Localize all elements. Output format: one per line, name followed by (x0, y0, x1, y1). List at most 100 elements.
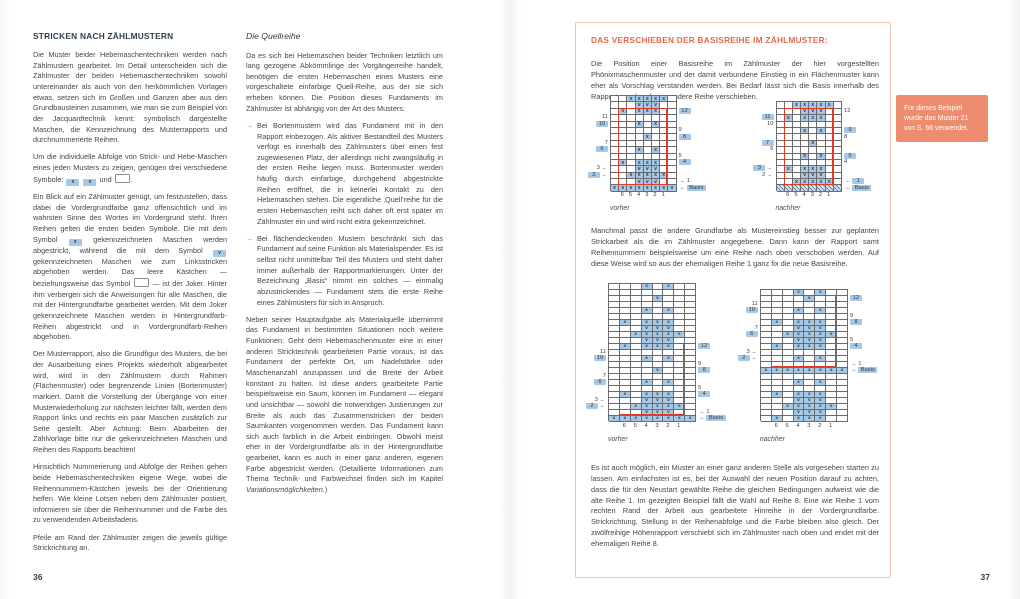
row-label-right: ← Basis (848, 367, 882, 373)
row-label-left: 10 (740, 307, 760, 313)
knit-direction-arrow-icon: → (601, 171, 607, 178)
body-paragraph: Um die individuelle Abfolge von Strick- … (33, 152, 227, 186)
row-label-left: 2 → (585, 403, 608, 409)
chart-caption: nachher (775, 205, 801, 213)
chart-cell: x (685, 416, 697, 422)
chart-cell: x (668, 185, 677, 192)
basisreihe-info-box: DAS VERSCHIEBEN DER BASISREIHE IM ZÄHLMU… (575, 22, 891, 578)
row-label-right: 4 (842, 159, 882, 165)
knitting-chart-vorher: x x x x x x x x x v v v x x x x x v v v x x x x 12 11 10 x x 9 x 8 7 6 x x 5… (585, 283, 730, 443)
chart-cell: x (619, 185, 628, 192)
row-number-badge: 5 (698, 385, 702, 391)
row-label-right: 9 (677, 127, 717, 133)
row-label-left: 10 (588, 120, 610, 127)
row-number-badge: 9 (678, 127, 682, 134)
body-paragraph: Der Musterrapport, also die Grundfigur d… (33, 349, 227, 455)
box-paragraph-3: Es ist auch möglich, ein Muster an einer… (591, 463, 879, 548)
row-label-left: 6 (588, 146, 610, 153)
row-number-badge: 12 (850, 295, 862, 301)
chart-cell (826, 416, 838, 422)
chart-cell: x (651, 185, 661, 192)
row-number-badge: 1 (686, 178, 690, 185)
knit-direction-arrow-icon: ← (680, 184, 686, 191)
row-label-left: 3 → (588, 165, 610, 171)
row-label-right (848, 415, 882, 421)
row-number-badge: 2 (762, 171, 766, 178)
chart-row: ← Basis (754, 184, 883, 192)
row-label-left: 6 (588, 379, 608, 385)
row-label-right: ← Basis (677, 184, 717, 191)
row-number-badge: 12 (844, 107, 851, 114)
row-number-badge: Basis (706, 415, 726, 421)
row-label-right: 9 (848, 313, 882, 319)
page-number-left: 36 (33, 572, 43, 582)
chart-cell (760, 416, 772, 422)
chart-cell: x (663, 416, 675, 422)
row-number-badge: 1 (706, 409, 710, 415)
row-label-right: 4 (677, 159, 717, 166)
row-number-badge: 11 (751, 301, 758, 307)
row-number-badge: 5 (678, 152, 682, 159)
row-label-left: 2 → (754, 172, 776, 178)
row-label-right: 12 (677, 107, 717, 114)
body-paragraph: Die Muster beider Hebemaschentechniken w… (33, 50, 227, 145)
chart-cell (833, 185, 842, 192)
row-number-badge: 6 (770, 146, 774, 153)
row-label-left: 7 (740, 325, 760, 331)
chart-cell (801, 185, 810, 192)
chart-cell (817, 185, 826, 192)
knitting-chart-nachher: x x x 12 11 10 x x 9 x x x x 8 7 v v v 6 x x x x x v v v 5 x x x x 4 3 → 2 →… (737, 289, 882, 443)
row-label-left: 6 (740, 331, 760, 337)
row-label-right: 12 (842, 108, 882, 114)
chart-cell (809, 185, 818, 192)
row-number-badge: 8 (698, 367, 711, 373)
chart-cell: x (643, 185, 652, 192)
row-label-left: 10 (588, 355, 608, 361)
row-label-right: 5 (848, 337, 882, 343)
row-label-left: 7 (588, 373, 608, 379)
chart-caption: nachher (759, 435, 785, 443)
row-number-badge: 10 (594, 355, 606, 361)
row-label-right: 8 (677, 133, 717, 140)
row-number-badge: 8 (850, 319, 862, 325)
chart-cell: x (609, 416, 620, 422)
row-label-right: 9 (696, 361, 730, 367)
row-number-badge: 3 (594, 397, 598, 403)
chart-cell: x (630, 416, 642, 422)
body-paragraph: Da es sich bei Hebemaschen beider Techni… (246, 50, 443, 113)
body-paragraph: Pfeile am Rand der Zählmuster zeigen die… (33, 532, 227, 553)
knit-direction-arrow-icon: ← (851, 361, 857, 367)
row-label-right: 8 (848, 319, 882, 325)
row-number-badge: 9 (844, 127, 856, 134)
row-number-badge: 10 (745, 307, 758, 313)
page-edge-left (0, 0, 10, 599)
bullet-arrow-icon: → (246, 120, 254, 130)
row-number-badge: Basis (852, 184, 872, 191)
row-number-badge: 6 (596, 146, 608, 153)
chart-cell (776, 185, 785, 192)
row-number-badge: 3 (753, 165, 766, 172)
row-label-right: 5 (677, 153, 717, 159)
row-number-badge: 11 (599, 349, 606, 355)
row-number-badge: 2 (737, 355, 750, 361)
stitch-symbol-chip-v: v (213, 249, 226, 257)
row-label-right: 8 (696, 367, 730, 373)
chart-caption: vorher (608, 435, 628, 443)
row-number-badge: 8 (844, 133, 848, 140)
row-number-badge: 7 (754, 325, 758, 331)
row-number-badge: 12 (698, 343, 711, 349)
knit-direction-arrow-icon: → (599, 403, 605, 409)
body-paragraph: Ein Blick auf ein Zählmuster genügt, um … (33, 192, 228, 342)
chart-cell (825, 185, 834, 192)
row-number-badge: 3 (596, 165, 600, 172)
chart-pair-top: x x x x x v v v x x x x 12 11 10 x x 9 x 8 7 6 x x 5 x x x x 4 3 → v v v 2 →… (587, 95, 883, 213)
knitting-chart-vorher: x x x x x v v v x x x x 12 11 10 x x 9 x 8 7 6 x x 5 x x x x 4 3 → v v v 2 →… (587, 95, 717, 212)
stitch-symbol-chip-blank (133, 278, 149, 287)
chart-cell: x (641, 416, 653, 422)
row-label-left (588, 184, 610, 190)
